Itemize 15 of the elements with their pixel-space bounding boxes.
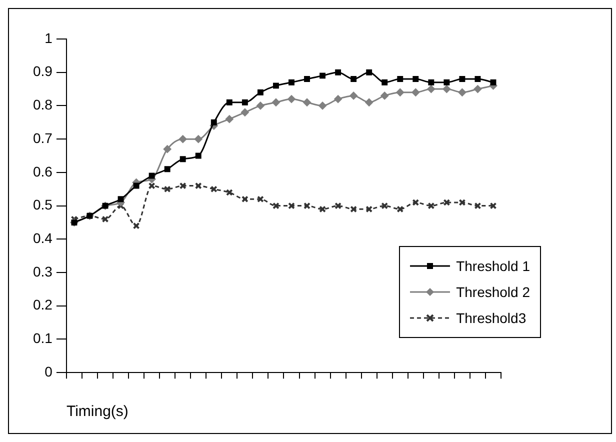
y-tick-label: 0.3 (32, 263, 53, 280)
y-tick-label: 0.5 (32, 196, 53, 213)
y-tick-label: 0 (44, 363, 53, 380)
y-tick-label: 0.2 (32, 296, 53, 313)
legend-label: Threshold 1 (456, 258, 530, 274)
legend-label: Threshold 2 (456, 284, 530, 300)
x-axis-title: Timing(s) (66, 403, 128, 420)
y-tick-label: 0.6 (32, 163, 53, 180)
y-tick-label: 0.4 (32, 230, 53, 246)
y-tick-label: 0.9 (32, 63, 53, 80)
y-tick-label: 0.7 (32, 130, 53, 146)
y-tick-label: 0.8 (32, 96, 53, 113)
y-tick-label: 0.1 (32, 330, 53, 346)
y-tick-label: 1 (44, 30, 53, 46)
legend-label: Threshold3 (456, 310, 526, 326)
